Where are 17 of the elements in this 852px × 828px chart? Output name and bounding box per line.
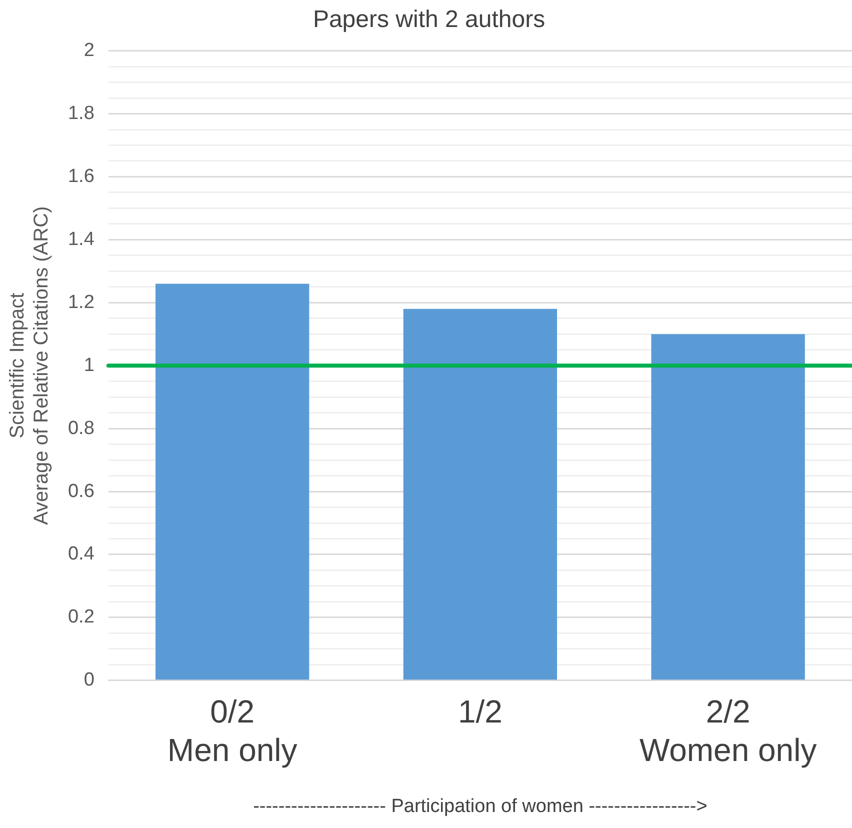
y-tick-label: 1 xyxy=(84,354,94,376)
y-tick-label: 1.8 xyxy=(68,102,94,124)
x-tick-label: 1/2 xyxy=(458,693,502,730)
x-tick-label: 2/2 Women only xyxy=(639,693,817,768)
y-tick-label: 0.8 xyxy=(68,418,94,439)
y-tick-label: 0.6 xyxy=(68,480,94,502)
x-axis-title: --------------------- Participation of women -----------------> xyxy=(253,796,708,817)
y-tick-label: 1.2 xyxy=(68,292,94,313)
y-tick-label: 1.4 xyxy=(68,228,95,250)
y-tick-label: 2 xyxy=(84,40,94,62)
y-tick-label: 0.2 xyxy=(68,606,94,628)
chart-title: Papers with 2 authors xyxy=(312,6,546,34)
y-tick-label: 1.6 xyxy=(68,166,94,187)
x-tick-label: 0/2 Men only xyxy=(167,693,298,768)
y-tick-label: 0 xyxy=(84,670,94,691)
y-axis-title: Scientific Impact Average of Relative Citations (ARC) xyxy=(6,206,53,525)
y-tick-label: 0.4 xyxy=(68,544,95,565)
